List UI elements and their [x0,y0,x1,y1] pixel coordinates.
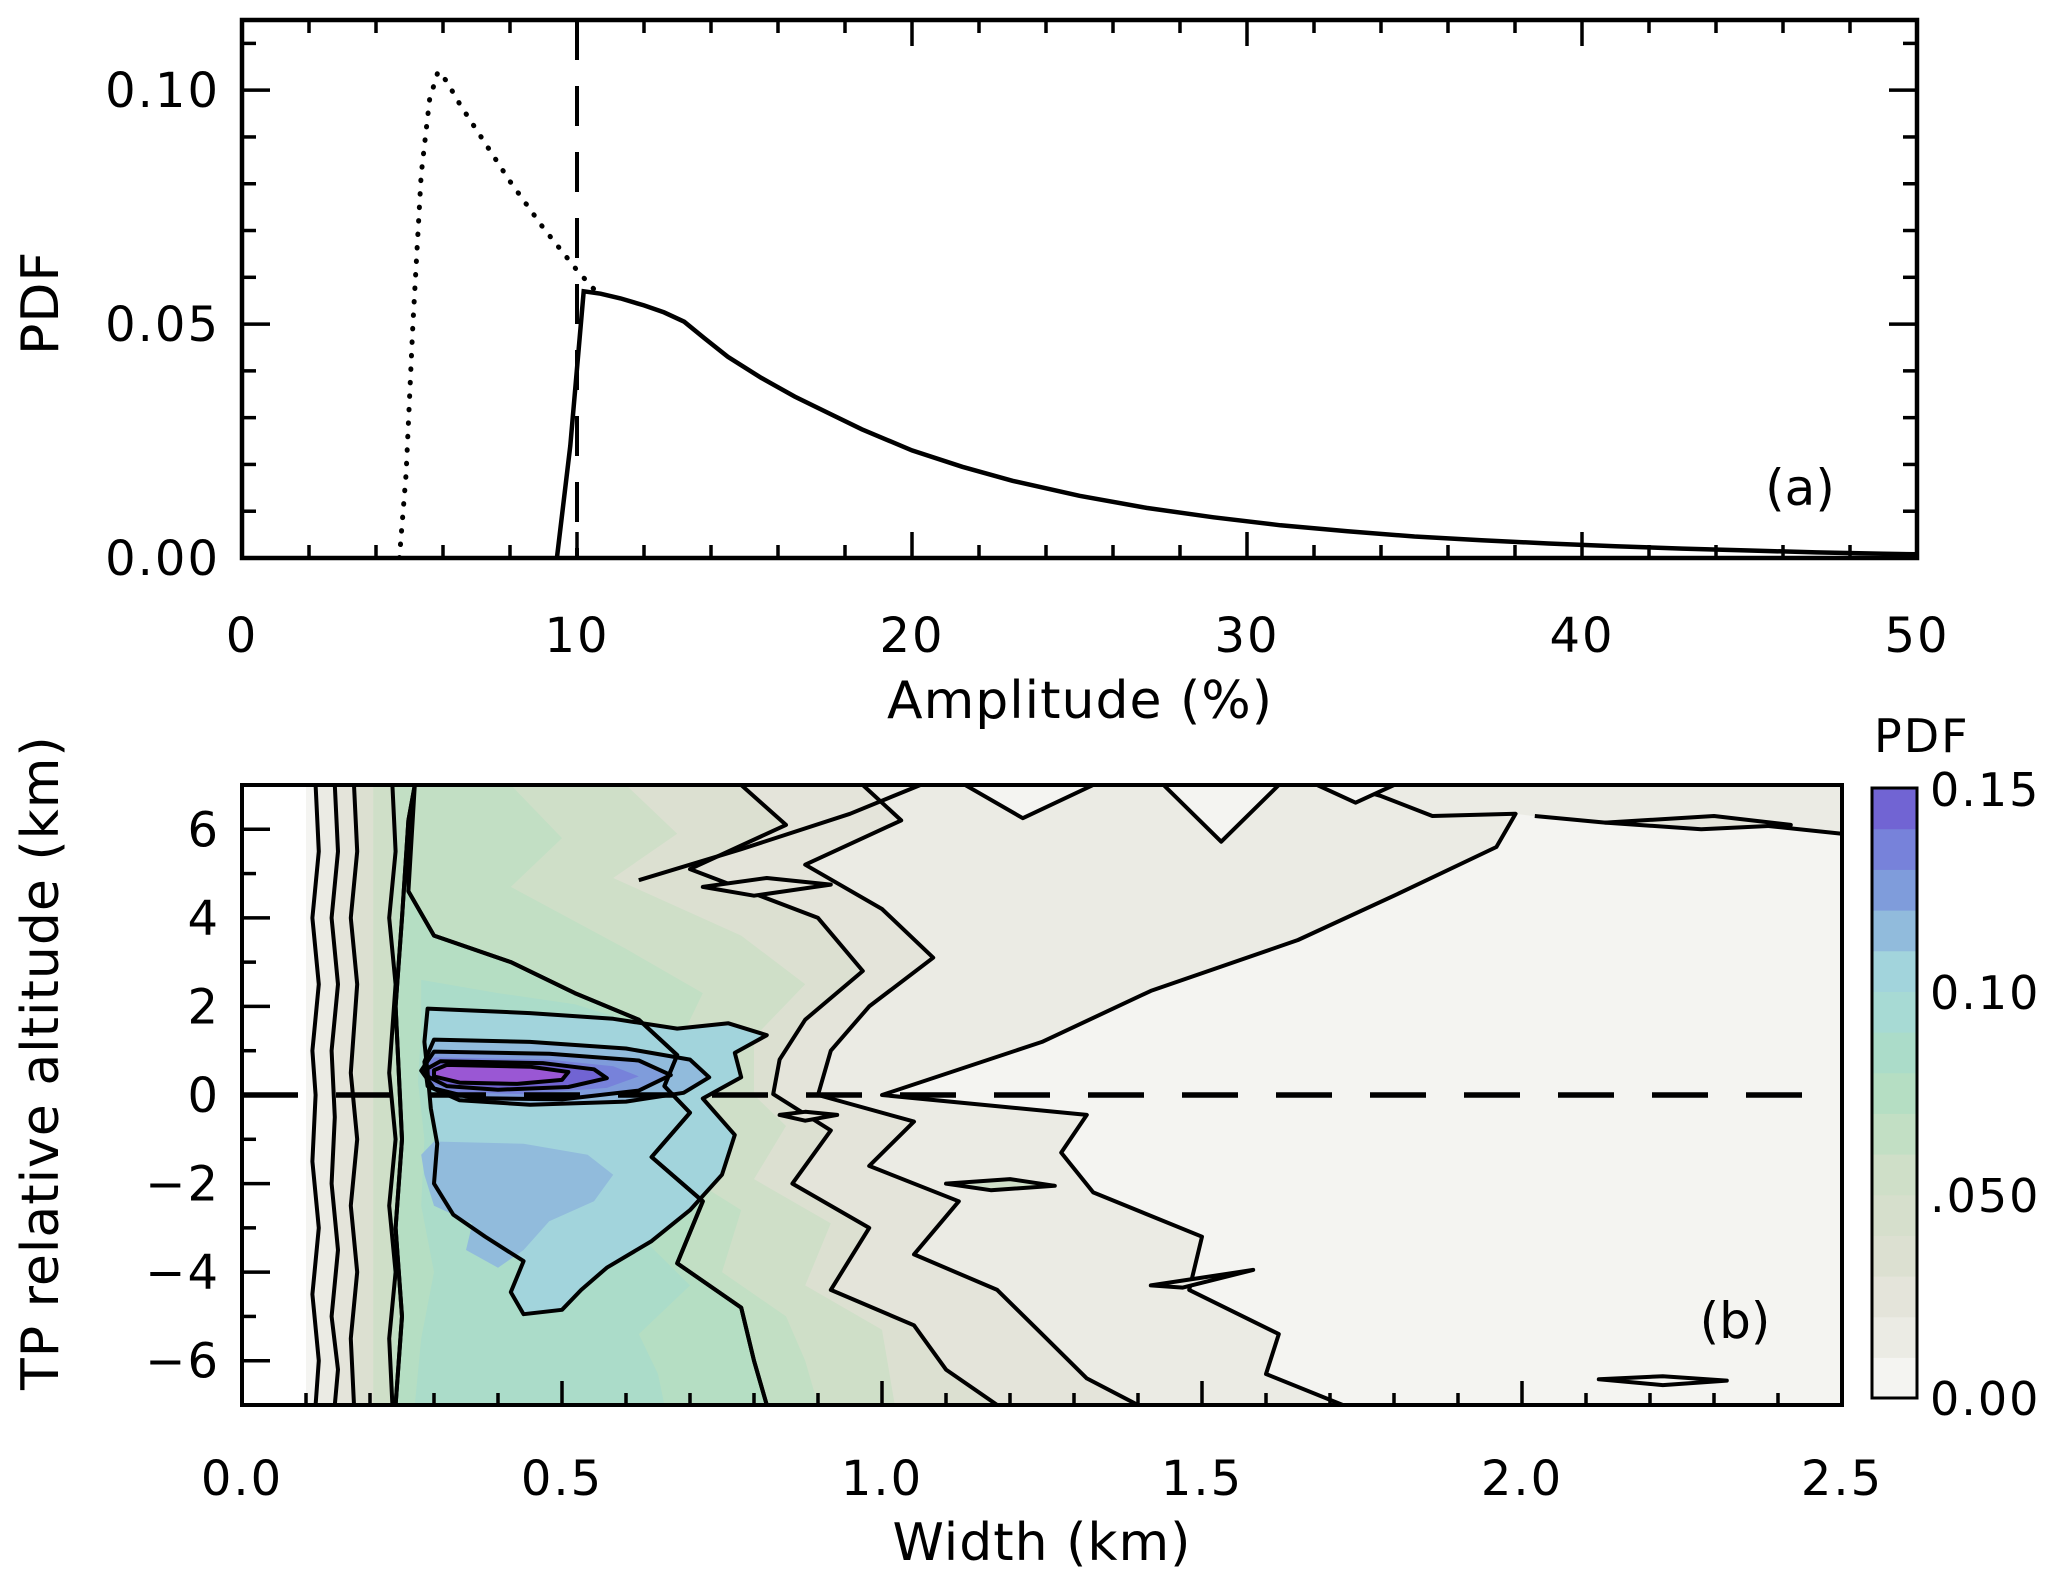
lens-below-zero-line [777,1109,840,1123]
x-tick-label: 1.0 [841,1451,923,1507]
beige-diamond-upper-left [700,876,833,898]
colorbar-title: PDF [1874,709,1970,763]
panel-b-ylabel: TP relative altitude (km) [11,735,71,1391]
white-notch-top-right-1 [1161,785,1281,844]
y-tick-label: −4 [145,1245,220,1301]
contour-plot: 0.0 0.5 1.0 1.5 2.0 2.5 6 4 2 0 −2 −4 −6 [145,783,1883,1507]
contour-region-l0.14 [434,1064,569,1084]
panel-a-ylabel: PDF [11,251,71,355]
contour-ring-l0.08 [422,1006,769,1317]
colorbar-band-11 [1872,910,1917,952]
pale-triangle-lower-right [1148,1267,1256,1290]
y-tick-label: 4 [187,891,220,947]
x-tick-label: 0.5 [521,1451,603,1507]
panel-a-label: (a) [1765,459,1835,517]
y-tick-label: 0.05 [105,297,220,353]
colorbar [1870,786,1919,1400]
colorbar-frame [1870,786,1919,1400]
green-lens-mid [944,1177,1057,1193]
contour-line-3 [387,785,398,1405]
panel-a-frame [239,17,1920,561]
x-tick-label: 40 [1549,608,1614,664]
y-tick-label: 2 [187,979,220,1035]
x-tick-label: 0 [226,608,259,664]
x-tick-label: 20 [879,608,944,664]
x-tick-label: 2.0 [1481,1451,1563,1507]
colorbar-band-12 [1872,869,1917,911]
colorbar-band-8 [1872,1032,1917,1074]
contour-line-1 [329,785,340,1405]
colorbar-band-4 [1872,1194,1917,1236]
contour-line-7 [803,785,1139,1405]
colorbar-tick-0.00: 0.00 [1930,1372,2040,1426]
beige-lens-top-right [1603,814,1793,832]
colorbar-band-7 [1872,1072,1917,1114]
contour-line-9 [638,785,922,883]
colorbar-tick-0.050: .050 [1930,1169,2040,1223]
colorbar-band-5 [1872,1154,1917,1196]
y-tick-label: −6 [145,1334,220,1390]
panel-b-xlabel: Width (km) [893,1513,1192,1573]
contour-line-2 [348,785,360,1405]
colorbar-tick-0.10: 0.10 [1930,966,2040,1020]
colorbar-band-10 [1872,950,1917,992]
y-tick-label: 0.10 [105,63,220,119]
panel-a-xlabel: Amplitude (%) [887,671,1273,731]
contour-ring-l0.13 [425,1059,609,1092]
colorbar-band-13 [1872,828,1917,870]
white-notch-top-right-2 [1315,785,1396,805]
x-tick-label: 1.5 [1161,1451,1243,1507]
colorbar-band-2 [1872,1276,1917,1318]
colorbar-band-14 [1872,788,1917,830]
line-plot: 0 10 20 30 40 50 0.00 0.05 0.10 [105,17,1949,664]
colorbar-band-6 [1872,1113,1917,1155]
y-tick-label: −2 [145,1157,220,1213]
colorbar-band-9 [1872,991,1917,1033]
contour-ring-l0.11 [419,1049,673,1102]
series-solid [554,288,1917,558]
x-tick-label: 30 [1214,608,1279,664]
contour-region-l0.1 [421,1141,614,1268]
x-tick-label: 2.5 [1801,1451,1883,1507]
contour-line-0 [310,785,321,1405]
y-tick-label: 0 [187,1068,220,1124]
x-tick-label: 0.0 [201,1451,283,1507]
colorbar-band-0 [1872,1357,1917,1399]
contour-line-5 [880,785,1518,1405]
contour-ring-l0.14 [432,1062,571,1086]
y-tick-label: 0.00 [105,531,220,587]
colorbar-band-1 [1872,1316,1917,1358]
white-notch-top-center [963,785,1096,821]
series-dotted [396,66,597,558]
pale-lens-bottom-right [1596,1374,1729,1388]
x-tick-label: 50 [1884,608,1949,664]
x-tick-label: 10 [544,608,609,664]
y-tick-label: 6 [187,802,220,858]
colorbar-tick-0.15: 0.15 [1930,763,2040,817]
contour-line-4 [393,785,769,1405]
colorbar-band-3 [1872,1235,1917,1277]
panel-b-label: (b) [1700,1292,1771,1350]
